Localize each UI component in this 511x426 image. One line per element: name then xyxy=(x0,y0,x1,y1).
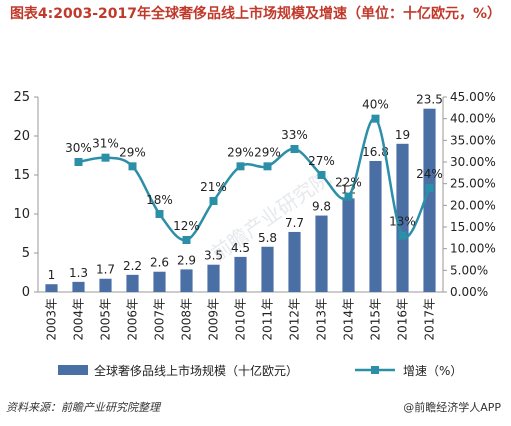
growth-marker xyxy=(398,231,407,240)
growth-value-label: 29% xyxy=(227,145,254,159)
x-tick-label: 2017年 xyxy=(423,298,437,341)
x-tick-label: 2014年 xyxy=(342,298,356,341)
growth-marker xyxy=(128,162,137,171)
footer-brand: @前瞻经济学人APP xyxy=(403,401,501,414)
x-tick-label: 2011年 xyxy=(261,298,275,341)
x-tick-label: 2010年 xyxy=(234,298,248,341)
bar xyxy=(342,198,355,292)
growth-value-label: 24% xyxy=(416,167,443,181)
plot-area: 0 5 10 15 20 25 0.00% 5.00% 10.00% 15.00% 20.00% 25… xyxy=(13,90,495,378)
bar xyxy=(315,215,328,292)
growth-marker xyxy=(371,114,380,123)
y-right-tick-label: 5.00% xyxy=(450,263,488,277)
chart: 0 5 10 15 20 25 0.00% 5.00% 10.00% 15.00% 20.00% 25… xyxy=(13,90,495,378)
bar-value-label: 1.3 xyxy=(69,266,88,280)
growth-marker xyxy=(317,171,326,179)
bar xyxy=(153,271,166,292)
x-tick-label: 2012年 xyxy=(288,298,302,341)
bar-value-label: 5.8 xyxy=(258,231,277,245)
growth-value-label: 21% xyxy=(200,180,227,194)
x-tick-label: 2003年 xyxy=(45,298,59,341)
legend-bar-swatch xyxy=(58,365,88,375)
legend-bar-label: 全球奢侈品线上市场规模（十亿欧元） xyxy=(94,363,298,378)
bar-value-label: 1.7 xyxy=(96,263,115,277)
bar-value-label: 16.8 xyxy=(362,145,389,159)
growth-value-label: 29% xyxy=(119,145,146,159)
bar xyxy=(126,274,139,292)
growth-marker xyxy=(263,162,272,171)
bar-value-label: 3.5 xyxy=(204,249,223,263)
growth-value-label: 29% xyxy=(254,145,281,159)
x-tick-label: 2013年 xyxy=(315,298,329,341)
bar xyxy=(234,256,247,292)
bar-value-label: 1 xyxy=(48,268,56,282)
bar xyxy=(180,269,193,292)
y-left-tick-label: 15 xyxy=(13,168,30,183)
bar-value-label: 4.5 xyxy=(231,241,250,255)
bar-value-label: 7.7 xyxy=(285,216,304,230)
bar-value-label: 2.2 xyxy=(123,259,142,273)
growth-marker xyxy=(344,192,353,201)
y-left-tick-label: 25 xyxy=(13,90,30,105)
legend-line-marker xyxy=(371,366,379,374)
bar xyxy=(72,281,85,292)
legend-line-label: 增速（%） xyxy=(403,364,462,378)
bar-value-label: 9.8 xyxy=(312,200,331,214)
growth-value-label: 31% xyxy=(92,137,119,151)
growth-marker xyxy=(236,162,245,171)
bar xyxy=(369,160,382,292)
bar xyxy=(45,284,58,292)
y-right-tick-label: 20.00% xyxy=(450,198,496,212)
y-right-tick-label: 35.00% xyxy=(450,133,496,147)
growth-marker xyxy=(425,184,434,192)
y-right-tick-label: 15.00% xyxy=(450,220,496,234)
bar xyxy=(261,246,274,292)
x-tick-label: 2008年 xyxy=(180,298,194,341)
x-tick-label: 2009年 xyxy=(207,298,221,341)
bar xyxy=(396,143,409,292)
growth-value-label: 40% xyxy=(362,98,389,112)
growth-marker xyxy=(290,145,299,153)
bar xyxy=(207,264,220,292)
y-right-tick-label: 25.00% xyxy=(450,177,496,191)
growth-marker xyxy=(209,197,218,205)
y-left-tick-label: 0 xyxy=(22,285,30,300)
x-tick-label: 2006年 xyxy=(126,298,140,341)
bar-value-label: 2.6 xyxy=(150,256,169,270)
x-tick-label: 2005年 xyxy=(99,298,113,341)
growth-value-label: 27% xyxy=(308,154,335,168)
growth-marker xyxy=(74,158,83,166)
y-left-tick-label: 20 xyxy=(13,129,30,144)
growth-value-label: 30% xyxy=(65,141,92,155)
growth-value-label: 33% xyxy=(281,128,308,142)
bar xyxy=(423,108,436,292)
bar xyxy=(99,278,112,292)
bar-value-label: 23.5 xyxy=(416,93,443,107)
growth-marker xyxy=(182,236,191,244)
x-tick-label: 2007年 xyxy=(153,298,167,341)
growth-marker xyxy=(155,210,164,218)
footer-source: 资料来源：前瞻产业研究院整理 xyxy=(6,401,160,414)
bar-value-label: 19 xyxy=(395,128,410,142)
x-tick-label: 2004年 xyxy=(72,298,86,341)
y-right-tick-label: 0.00% xyxy=(450,285,488,299)
y-right-tick-label: 30.00% xyxy=(450,155,496,169)
y-right-tick-label: 40.00% xyxy=(450,112,496,126)
growth-value-label: 13% xyxy=(389,215,416,229)
y-right-tick-label: 10.00% xyxy=(450,242,496,256)
chart-title: 图表4:2003-2017年全球奢侈品线上市场规模及增速（单位：十亿欧元，%） xyxy=(9,6,502,22)
growth-value-label: 22% xyxy=(335,176,362,190)
growth-value-label: 12% xyxy=(173,219,200,233)
y-right-tick-label: 45.00% xyxy=(450,90,496,104)
x-tick-label: 2016年 xyxy=(396,298,410,341)
y-left-tick-label: 5 xyxy=(22,246,30,261)
y-left-tick-label: 10 xyxy=(13,207,30,222)
growth-value-label: 18% xyxy=(146,193,173,207)
bar xyxy=(288,231,301,292)
growth-marker xyxy=(101,153,110,162)
bar-value-label: 2.9 xyxy=(177,253,196,267)
x-tick-label: 2015年 xyxy=(369,298,383,341)
